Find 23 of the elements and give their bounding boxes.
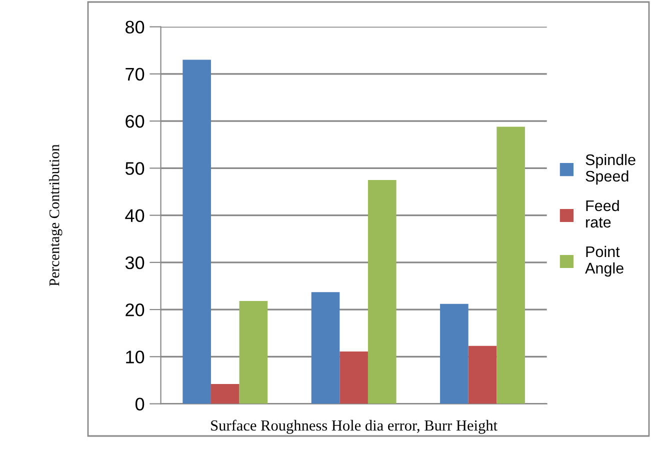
y-tick-label: 0 [135,398,144,411]
legend-label: Spindle Speed [586,154,636,185]
bar [368,180,396,404]
bar [311,292,340,404]
legend-label: Feed rate [586,200,619,228]
y-tick-label: 40 [125,209,144,222]
legend-label: Point Angle [585,246,624,277]
x-axis-title: Surface Roughness Hole dia error, Burr Height [211,420,498,434]
y-axis-title: Percentage Contribution [48,144,62,286]
y-tick-label: 10 [126,350,144,364]
y-tick-label: 30 [125,256,144,270]
bar [496,126,525,404]
y-tick-label: 80 [126,20,144,34]
bar [340,351,368,404]
y-tick-label: 20 [126,303,144,316]
bar [440,304,468,404]
bar [182,60,211,404]
y-tick-label: 50 [125,162,144,175]
bar [239,301,268,404]
bar [210,384,240,404]
y-tick-label: 70 [126,68,144,81]
y-tick-label: 60 [126,114,144,128]
bar [468,346,497,404]
